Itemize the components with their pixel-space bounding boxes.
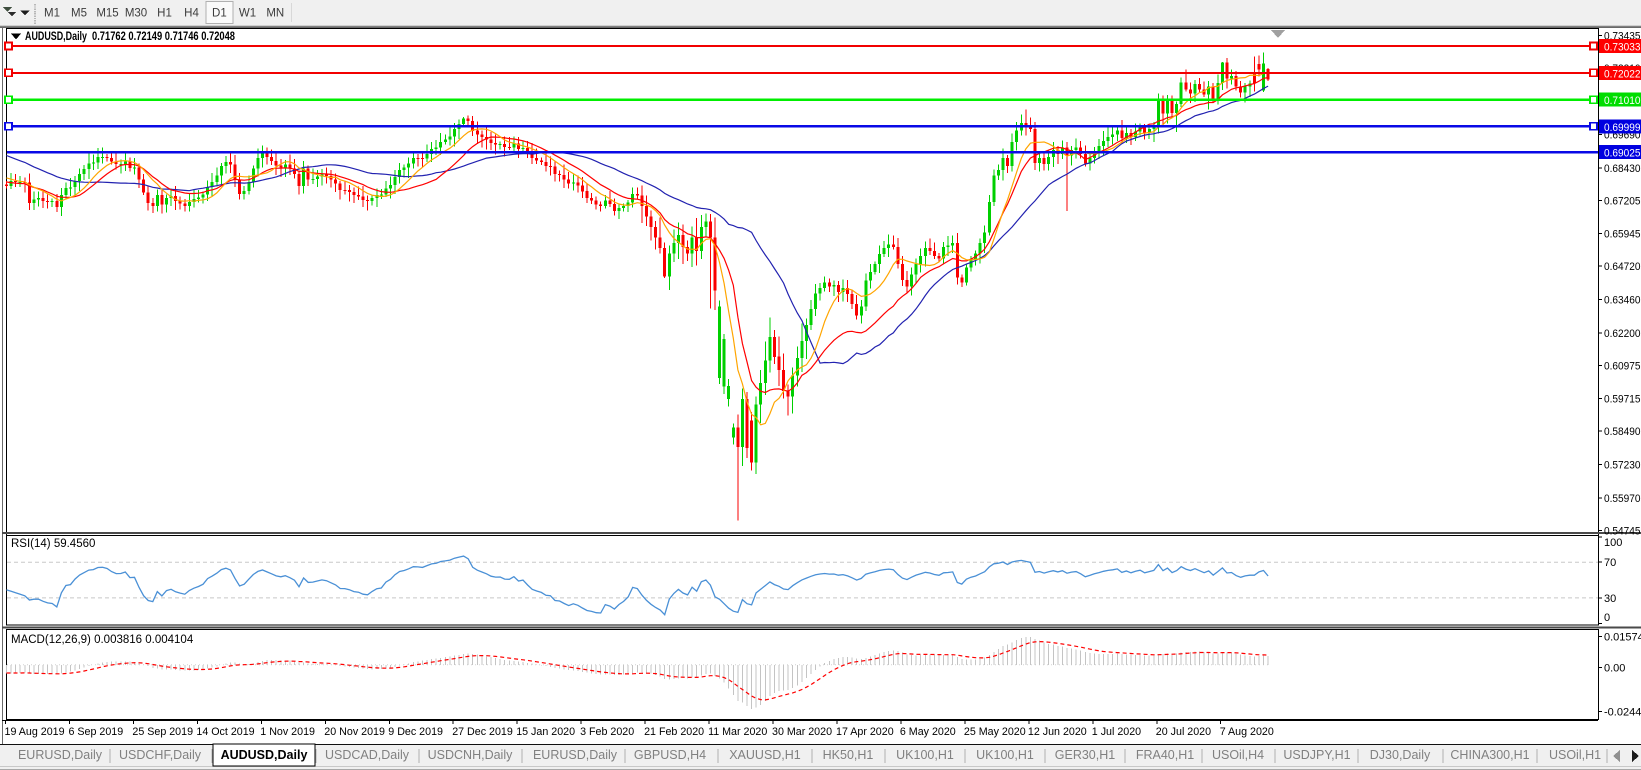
svg-text:6 Sep 2019: 6 Sep 2019 bbox=[69, 726, 124, 738]
svg-text:19 Aug 2019: 19 Aug 2019 bbox=[5, 726, 65, 738]
svg-text:100: 100 bbox=[1604, 537, 1622, 549]
svg-text:21 Feb 2020: 21 Feb 2020 bbox=[644, 726, 704, 738]
svg-text:W1: W1 bbox=[239, 8, 256, 20]
svg-text:0.72022: 0.72022 bbox=[1604, 68, 1641, 80]
svg-text:3 Feb 2020: 3 Feb 2020 bbox=[580, 726, 634, 738]
svg-text:AUDUSD,Daily: AUDUSD,Daily bbox=[25, 31, 87, 43]
svg-text:0.57230: 0.57230 bbox=[1604, 460, 1641, 472]
svg-text:AUDUSD,Daily: AUDUSD,Daily bbox=[221, 748, 308, 762]
svg-text:-0.024412: -0.024412 bbox=[1604, 707, 1641, 719]
svg-text:CHINA300,H1: CHINA300,H1 bbox=[1450, 748, 1529, 762]
svg-text:USDCAD,Daily: USDCAD,Daily bbox=[325, 748, 410, 762]
svg-text:HK50,H1: HK50,H1 bbox=[823, 748, 874, 762]
svg-text:20 Jul 2020: 20 Jul 2020 bbox=[1156, 726, 1211, 738]
svg-text:0.68430: 0.68430 bbox=[1604, 163, 1641, 175]
svg-text:M15: M15 bbox=[96, 8, 118, 20]
svg-text:FRA40,H1: FRA40,H1 bbox=[1136, 748, 1194, 762]
svg-text:UK100,H1: UK100,H1 bbox=[976, 748, 1034, 762]
svg-text:DJ30,Daily: DJ30,Daily bbox=[1370, 748, 1431, 762]
svg-text:H1: H1 bbox=[157, 8, 172, 20]
svg-text:EURUSD,Daily: EURUSD,Daily bbox=[533, 748, 618, 762]
svg-text:12 Jun 2020: 12 Jun 2020 bbox=[1028, 726, 1087, 738]
svg-text:9 Dec 2019: 9 Dec 2019 bbox=[388, 726, 443, 738]
svg-text:USOil,H4: USOil,H4 bbox=[1212, 748, 1264, 762]
svg-text:0.55970: 0.55970 bbox=[1604, 493, 1641, 505]
svg-text:0.71010: 0.71010 bbox=[1604, 95, 1641, 107]
svg-text:0.65945: 0.65945 bbox=[1604, 229, 1641, 241]
svg-text:M30: M30 bbox=[125, 8, 147, 20]
svg-text:H4: H4 bbox=[184, 8, 199, 20]
svg-text:1 Nov 2019: 1 Nov 2019 bbox=[260, 726, 315, 738]
svg-text:14 Oct 2019: 14 Oct 2019 bbox=[196, 726, 254, 738]
svg-text:MN: MN bbox=[266, 8, 284, 20]
svg-text:0.67205: 0.67205 bbox=[1604, 195, 1641, 207]
svg-text:0.69025: 0.69025 bbox=[1604, 148, 1641, 160]
svg-text:20 Nov 2019: 20 Nov 2019 bbox=[324, 726, 385, 738]
svg-text:USDJPY,H1: USDJPY,H1 bbox=[1283, 748, 1350, 762]
svg-text:1 Jul 2020: 1 Jul 2020 bbox=[1092, 726, 1141, 738]
svg-text:XAUUSD,H1: XAUUSD,H1 bbox=[729, 748, 801, 762]
svg-text:0.00: 0.00 bbox=[1604, 662, 1625, 674]
svg-text:0.015741: 0.015741 bbox=[1604, 632, 1641, 644]
svg-text:0.73033: 0.73033 bbox=[1604, 42, 1641, 54]
svg-text:RSI(14) 59.4560: RSI(14) 59.4560 bbox=[11, 538, 95, 550]
svg-text:USOil,H1: USOil,H1 bbox=[1549, 748, 1601, 762]
svg-text:6 May 2020: 6 May 2020 bbox=[900, 726, 956, 738]
svg-text:0.64720: 0.64720 bbox=[1604, 261, 1641, 273]
svg-text:UK100,H1: UK100,H1 bbox=[896, 748, 954, 762]
svg-text:M5: M5 bbox=[71, 8, 87, 20]
svg-text:27 Dec 2019: 27 Dec 2019 bbox=[452, 726, 513, 738]
svg-text:GBPUSD,H4: GBPUSD,H4 bbox=[634, 748, 706, 762]
svg-text:0.54745: 0.54745 bbox=[1604, 525, 1641, 537]
svg-text:0.63460: 0.63460 bbox=[1604, 295, 1641, 307]
svg-text:15 Jan 2020: 15 Jan 2020 bbox=[516, 726, 575, 738]
svg-text:11 Mar 2020: 11 Mar 2020 bbox=[708, 726, 767, 738]
svg-text:GER30,H1: GER30,H1 bbox=[1055, 748, 1115, 762]
svg-text:MACD(12,26,9) 0.003816 0.00410: MACD(12,26,9) 0.003816 0.004104 bbox=[11, 634, 194, 646]
svg-text:0.59715: 0.59715 bbox=[1604, 394, 1641, 406]
svg-text:EURUSD,Daily: EURUSD,Daily bbox=[18, 748, 103, 762]
svg-text:D1: D1 bbox=[212, 8, 227, 20]
svg-text:17 Apr 2020: 17 Apr 2020 bbox=[836, 726, 894, 738]
svg-text:70: 70 bbox=[1604, 557, 1616, 569]
svg-text:25 May 2020: 25 May 2020 bbox=[964, 726, 1026, 738]
svg-text:M1: M1 bbox=[44, 8, 60, 20]
svg-text:0.71762 0.72149 0.71746 0.7204: 0.71762 0.72149 0.71746 0.72048 bbox=[92, 31, 235, 43]
svg-text:USDCNH,Daily: USDCNH,Daily bbox=[428, 748, 513, 762]
svg-text:7 Aug 2020: 7 Aug 2020 bbox=[1220, 726, 1274, 738]
svg-text:0: 0 bbox=[1604, 612, 1610, 624]
svg-text:USDCHF,Daily: USDCHF,Daily bbox=[119, 748, 202, 762]
svg-text:0.60975: 0.60975 bbox=[1604, 360, 1641, 372]
svg-text:25 Sep 2019: 25 Sep 2019 bbox=[132, 726, 193, 738]
svg-text:30: 30 bbox=[1604, 593, 1616, 605]
svg-text:30 Mar 2020: 30 Mar 2020 bbox=[772, 726, 832, 738]
svg-text:0.69999: 0.69999 bbox=[1604, 122, 1641, 134]
svg-text:0.62200: 0.62200 bbox=[1604, 328, 1641, 340]
svg-text:0.58490: 0.58490 bbox=[1604, 426, 1641, 438]
